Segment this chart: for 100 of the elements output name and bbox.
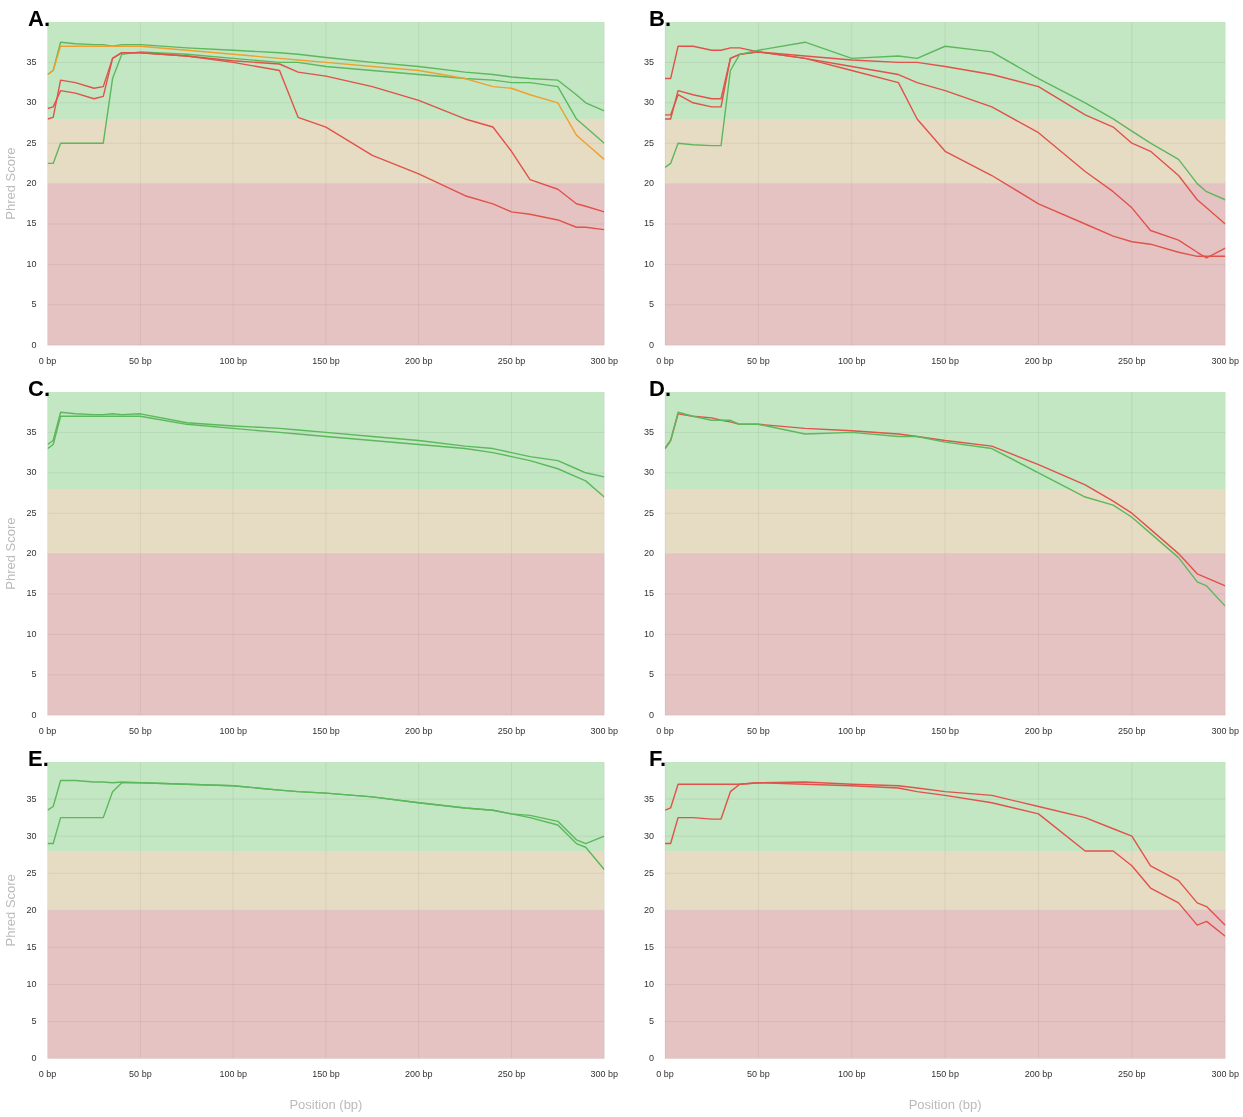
y-tick-label: 35 xyxy=(26,56,37,67)
y-tick-label: 25 xyxy=(26,137,37,148)
x-tick-label: 100 bp xyxy=(219,726,247,737)
x-tick-label: 200 bp xyxy=(1024,1069,1053,1080)
x-tick-label: 250 bp xyxy=(1118,1069,1146,1080)
x-tick-label: 250 bp xyxy=(1118,726,1146,737)
x-tick-label: 150 bp xyxy=(312,726,340,737)
x-tick-label: 150 bp xyxy=(931,1069,959,1080)
y-axis-title: Phred Score xyxy=(3,147,19,220)
x-tick-label: 0 bp xyxy=(656,1069,674,1080)
x-tick-label: 50 bp xyxy=(747,726,770,737)
y-tick-label: 25 xyxy=(26,867,37,878)
y-tick-label: 20 xyxy=(644,548,655,559)
y-tick-label: 20 xyxy=(26,178,37,189)
x-tick-label: 50 bp xyxy=(129,726,152,737)
y-tick-label: 25 xyxy=(644,137,655,148)
y-tick-label: 15 xyxy=(26,218,37,229)
y-tick-label: 0 xyxy=(31,709,37,720)
x-tick-label: 200 bp xyxy=(404,726,433,737)
chart-title: A. xyxy=(28,6,50,32)
x-tick-label: 300 bp xyxy=(590,1069,618,1080)
y-tick-label: 35 xyxy=(644,793,655,804)
y-axis-title: Phred Score xyxy=(3,517,19,590)
x-tick-label: 50 bp xyxy=(129,1069,152,1080)
x-tick-label: 200 bp xyxy=(1024,726,1053,737)
y-tick-label: 15 xyxy=(26,588,37,599)
y-tick-label: 0 xyxy=(649,709,655,720)
x-tick-label: 200 bp xyxy=(404,356,433,367)
y-tick-label: 15 xyxy=(26,941,37,952)
y-axis-title: Phred Score xyxy=(3,874,19,947)
x-tick-label: 100 bp xyxy=(837,356,866,367)
y-tick-label: 10 xyxy=(26,628,37,639)
y-tick-label: 0 xyxy=(31,1053,37,1064)
x-tick-label: 50 bp xyxy=(129,356,152,367)
x-tick-label: 100 bp xyxy=(219,1069,247,1080)
y-tick-label: 25 xyxy=(644,507,655,518)
y-tick-label: 35 xyxy=(644,426,655,437)
x-tick-label: 150 bp xyxy=(312,356,340,367)
y-tick-label: 35 xyxy=(26,426,37,437)
y-tick-label: 10 xyxy=(26,258,37,269)
y-tick-label: 20 xyxy=(644,904,655,915)
x-tick-label: 300 bp xyxy=(1211,356,1239,367)
x-tick-label: 0 bp xyxy=(38,356,57,367)
y-tick-label: 20 xyxy=(26,904,37,915)
y-tick-label: 30 xyxy=(644,830,655,841)
y-tick-label: 30 xyxy=(644,467,655,478)
x-tick-label: 250 bp xyxy=(1118,356,1146,367)
y-tick-label: 15 xyxy=(644,941,655,952)
x-tick-label: 250 bp xyxy=(497,726,526,737)
x-axis-title: Position (bp) xyxy=(908,1096,982,1112)
y-tick-label: 35 xyxy=(644,56,655,67)
x-tick-label: 250 bp xyxy=(497,356,526,367)
y-tick-label: 10 xyxy=(644,978,655,989)
y-tick-label: 10 xyxy=(644,258,655,269)
chart-title: D. xyxy=(649,376,671,402)
x-tick-label: 50 bp xyxy=(747,356,770,367)
x-tick-label: 300 bp xyxy=(1211,1069,1239,1080)
y-tick-label: 15 xyxy=(644,218,655,229)
y-tick-label: 20 xyxy=(26,548,37,559)
chart-title: F. xyxy=(649,746,667,772)
y-tick-label: 0 xyxy=(31,339,37,350)
x-tick-label: 250 bp xyxy=(497,1069,526,1080)
x-tick-label: 300 bp xyxy=(1211,726,1239,737)
y-tick-label: 10 xyxy=(644,628,655,639)
x-tick-label: 100 bp xyxy=(837,1069,866,1080)
x-tick-label: 0 bp xyxy=(38,726,57,737)
x-tick-label: 100 bp xyxy=(837,726,866,737)
x-tick-label: 200 bp xyxy=(404,1069,433,1080)
x-tick-label: 150 bp xyxy=(931,356,959,367)
x-tick-label: 150 bp xyxy=(312,1069,340,1080)
y-tick-label: 0 xyxy=(649,339,655,350)
x-tick-label: 0 bp xyxy=(656,726,674,737)
y-tick-label: 30 xyxy=(644,97,655,108)
chart-title: C. xyxy=(28,376,50,402)
x-tick-label: 300 bp xyxy=(590,356,618,367)
y-tick-label: 35 xyxy=(26,793,37,804)
x-tick-label: 300 bp xyxy=(590,726,618,737)
y-tick-label: 25 xyxy=(644,867,655,878)
y-tick-label: 5 xyxy=(649,299,655,310)
x-tick-label: 100 bp xyxy=(219,356,247,367)
y-tick-label: 5 xyxy=(31,669,37,680)
x-tick-label: 50 bp xyxy=(747,1069,770,1080)
y-tick-label: 15 xyxy=(644,588,655,599)
y-tick-label: 30 xyxy=(26,467,37,478)
x-tick-label: 0 bp xyxy=(38,1069,57,1080)
x-axis-title: Position (bp) xyxy=(289,1096,363,1112)
chart-title: E. xyxy=(28,746,49,772)
x-tick-label: 200 bp xyxy=(1024,356,1053,367)
y-tick-label: 25 xyxy=(26,507,37,518)
y-tick-label: 30 xyxy=(26,97,37,108)
y-tick-label: 0 xyxy=(649,1053,655,1064)
y-tick-label: 5 xyxy=(649,669,655,680)
y-tick-label: 5 xyxy=(31,1016,37,1027)
x-tick-label: 150 bp xyxy=(931,726,959,737)
y-tick-label: 30 xyxy=(26,830,37,841)
y-tick-label: 20 xyxy=(644,178,655,189)
y-tick-label: 5 xyxy=(31,299,37,310)
x-tick-label: 0 bp xyxy=(656,356,674,367)
y-tick-label: 5 xyxy=(649,1016,655,1027)
y-tick-label: 10 xyxy=(26,978,37,989)
